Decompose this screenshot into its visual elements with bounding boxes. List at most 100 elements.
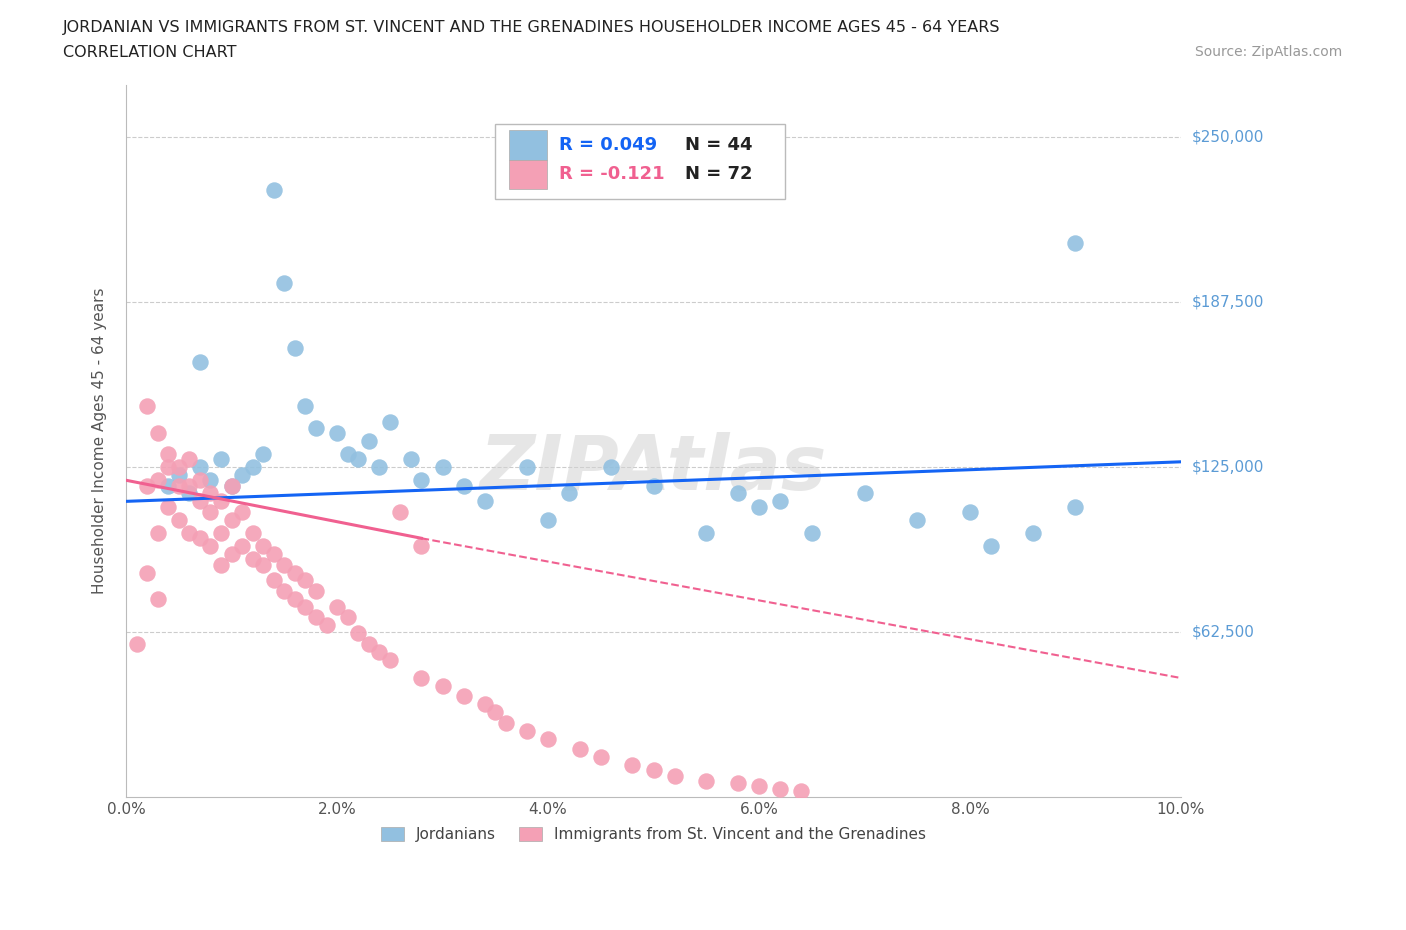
Point — [853, 486, 876, 501]
Point — [263, 183, 285, 198]
Text: $62,500: $62,500 — [1192, 624, 1256, 639]
Legend: Jordanians, Immigrants from St. Vincent and the Grenadines: Jordanians, Immigrants from St. Vincent … — [373, 819, 934, 849]
Point — [727, 486, 749, 501]
Point — [305, 583, 328, 598]
FancyBboxPatch shape — [509, 129, 547, 160]
Point — [188, 531, 211, 546]
Text: R = -0.121: R = -0.121 — [558, 166, 664, 183]
Point — [146, 525, 169, 540]
Text: N = 44: N = 44 — [685, 136, 752, 153]
Point — [209, 494, 232, 509]
Point — [378, 652, 401, 667]
Point — [643, 763, 665, 777]
Point — [200, 538, 222, 553]
Point — [1022, 525, 1045, 540]
Point — [800, 525, 823, 540]
Point — [305, 420, 328, 435]
Point — [136, 478, 159, 493]
Point — [179, 486, 201, 501]
Point — [411, 538, 433, 553]
Point — [621, 758, 644, 773]
FancyBboxPatch shape — [495, 124, 786, 199]
Point — [157, 446, 180, 461]
Point — [273, 583, 295, 598]
Text: $250,000: $250,000 — [1192, 130, 1264, 145]
Point — [136, 565, 159, 580]
Point — [221, 512, 243, 527]
Point — [231, 538, 253, 553]
Point — [727, 776, 749, 790]
Point — [294, 573, 316, 588]
Point — [221, 478, 243, 493]
Point — [231, 504, 253, 519]
Point — [273, 275, 295, 290]
Point — [484, 705, 506, 720]
Point — [188, 354, 211, 369]
Point — [284, 341, 307, 356]
Point — [221, 547, 243, 562]
Point — [146, 591, 169, 606]
Point — [474, 494, 496, 509]
Point — [769, 494, 792, 509]
Point — [209, 452, 232, 467]
Point — [167, 478, 190, 493]
Point — [273, 557, 295, 572]
Point — [389, 504, 412, 519]
Point — [368, 459, 391, 474]
Point — [336, 446, 359, 461]
Point — [157, 499, 180, 514]
Text: ZIPAtlas: ZIPAtlas — [479, 432, 827, 506]
Text: $125,000: $125,000 — [1192, 459, 1264, 474]
Point — [188, 459, 211, 474]
Point — [347, 452, 370, 467]
Point — [326, 425, 349, 440]
Point — [790, 784, 813, 799]
Text: $187,500: $187,500 — [1192, 295, 1264, 310]
Point — [252, 557, 274, 572]
Point — [200, 504, 222, 519]
Point — [558, 486, 581, 501]
Point — [537, 512, 560, 527]
Point — [336, 610, 359, 625]
Point — [179, 525, 201, 540]
Point — [378, 415, 401, 430]
Point — [157, 459, 180, 474]
Point — [695, 525, 717, 540]
Point — [516, 459, 538, 474]
Point — [516, 724, 538, 738]
Point — [125, 636, 148, 651]
Point — [748, 499, 770, 514]
Point — [432, 459, 454, 474]
Point — [959, 504, 981, 519]
Point — [453, 689, 475, 704]
Text: N = 72: N = 72 — [685, 166, 752, 183]
Point — [146, 425, 169, 440]
Point — [474, 697, 496, 711]
Point — [537, 731, 560, 746]
Point — [357, 636, 380, 651]
Point — [179, 452, 201, 467]
Point — [167, 459, 190, 474]
Point — [411, 472, 433, 487]
Point — [252, 538, 274, 553]
Point — [399, 452, 422, 467]
Point — [905, 512, 928, 527]
Point — [200, 472, 222, 487]
Point — [263, 573, 285, 588]
Point — [284, 591, 307, 606]
Point — [284, 565, 307, 580]
Point — [188, 472, 211, 487]
Point — [167, 468, 190, 483]
Point — [179, 478, 201, 493]
Text: Source: ZipAtlas.com: Source: ZipAtlas.com — [1195, 45, 1343, 59]
Point — [242, 525, 264, 540]
Point — [326, 599, 349, 614]
Point — [368, 644, 391, 659]
Point — [305, 610, 328, 625]
Point — [167, 512, 190, 527]
Point — [600, 459, 623, 474]
Point — [1064, 235, 1087, 250]
Point — [157, 478, 180, 493]
Text: JORDANIAN VS IMMIGRANTS FROM ST. VINCENT AND THE GRENADINES HOUSEHOLDER INCOME A: JORDANIAN VS IMMIGRANTS FROM ST. VINCENT… — [63, 20, 1001, 35]
Point — [411, 671, 433, 685]
